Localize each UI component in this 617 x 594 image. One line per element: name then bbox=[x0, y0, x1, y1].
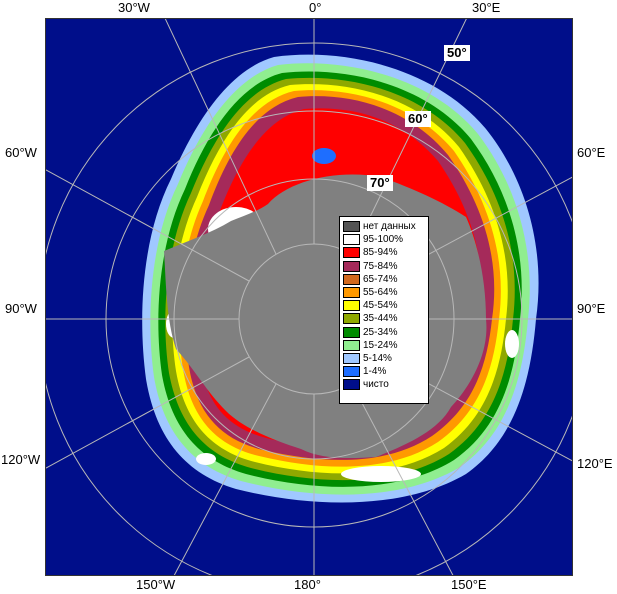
legend-label: 15-24% bbox=[363, 339, 398, 351]
legend-label: 65-74% bbox=[363, 273, 398, 285]
lon-label-150w: 150°W bbox=[136, 577, 176, 592]
legend-label: 95-100% bbox=[363, 234, 404, 246]
legend-swatch bbox=[343, 379, 360, 391]
legend-item: 35-44% bbox=[343, 312, 425, 325]
lon-label-30e: 30°E bbox=[472, 0, 501, 15]
legend-item: 55-64% bbox=[343, 286, 425, 299]
legend-swatch bbox=[343, 221, 360, 233]
map-canvas bbox=[46, 19, 572, 575]
legend-label: нет данных bbox=[363, 221, 416, 233]
legend-item: 95-100% bbox=[343, 233, 425, 246]
legend-label: 85-94% bbox=[363, 247, 398, 259]
legend-label: чисто bbox=[363, 379, 389, 391]
legend-label: 75-84% bbox=[363, 260, 398, 272]
meridian-150w bbox=[173, 383, 277, 575]
meridian-150e bbox=[351, 383, 454, 575]
legend-label: 55-64% bbox=[363, 287, 398, 299]
legend-item: 75-84% bbox=[343, 260, 425, 273]
legend-swatch bbox=[343, 326, 360, 338]
legend-label: 5-14% bbox=[363, 352, 392, 364]
polynya bbox=[312, 148, 336, 164]
ice-patch-white bbox=[341, 466, 421, 482]
lat-label-70: 70° bbox=[367, 175, 393, 191]
lon-label-90e: 90°E bbox=[577, 301, 606, 316]
lon-label-30w: 30°W bbox=[118, 0, 150, 15]
lon-label-180: 180° bbox=[294, 577, 321, 592]
lon-label-120e: 120°E bbox=[577, 456, 613, 471]
legend-swatch bbox=[343, 339, 360, 351]
lon-label-90w: 90°W bbox=[5, 301, 37, 316]
legend: нет данных 95-100% 85-94% 75-84% 65-74% 55-64… bbox=[339, 216, 429, 404]
legend-swatch bbox=[343, 352, 360, 364]
ice-patch-white bbox=[196, 453, 216, 465]
legend-item: 65-74% bbox=[343, 273, 425, 286]
lon-label-0: 0° bbox=[309, 0, 322, 15]
legend-label: 1-4% bbox=[363, 366, 387, 378]
legend-label: 25-34% bbox=[363, 326, 398, 338]
meridian-30w bbox=[164, 19, 277, 255]
legend-item: 5-14% bbox=[343, 352, 425, 365]
meridian-60w bbox=[46, 169, 250, 282]
lat-label-60: 60° bbox=[405, 111, 431, 127]
legend-swatch bbox=[343, 247, 360, 259]
lat-label-50: 50° bbox=[444, 45, 470, 61]
legend-item: 1-4% bbox=[343, 365, 425, 378]
graticule bbox=[46, 19, 572, 575]
lon-label-150e: 150°E bbox=[451, 577, 487, 592]
ice-patch-white bbox=[505, 330, 519, 358]
sea-ice-map bbox=[45, 18, 573, 576]
legend-label: 45-54% bbox=[363, 300, 398, 312]
legend-item: 25-34% bbox=[343, 326, 425, 339]
legend-swatch bbox=[343, 313, 360, 325]
legend-item: 15-24% bbox=[343, 339, 425, 352]
lon-label-60e: 60°E bbox=[577, 145, 606, 160]
legend-item: чисто bbox=[343, 378, 425, 391]
legend-swatch bbox=[343, 273, 360, 285]
legend-item: 85-94% bbox=[343, 246, 425, 259]
legend-swatch bbox=[343, 234, 360, 246]
legend-swatch bbox=[343, 366, 360, 378]
legend-label: 35-44% bbox=[363, 313, 398, 325]
legend-swatch bbox=[343, 260, 360, 272]
legend-item: 45-54% bbox=[343, 299, 425, 312]
legend-item: нет данных bbox=[343, 220, 425, 233]
meridian-120w bbox=[46, 356, 250, 469]
lon-label-120w: 120°W bbox=[1, 452, 41, 467]
legend-swatch bbox=[343, 287, 360, 299]
lon-label-60w: 60°W bbox=[5, 145, 37, 160]
legend-swatch bbox=[343, 300, 360, 312]
